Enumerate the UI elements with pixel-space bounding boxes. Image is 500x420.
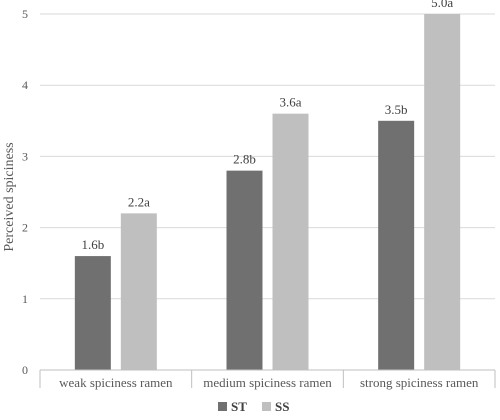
legend-label-ss: SS [275,399,289,414]
bar-ss-1 [272,113,309,371]
legend-swatch-ss [262,402,271,411]
x-category-label: strong spiciness ramen [360,375,479,390]
bar-st-2 [378,120,415,370]
bar-st-0 [74,256,111,370]
x-category-label: medium spiciness ramen [203,375,332,390]
x-category-label: weak spiciness ramen [59,375,173,390]
bar-ss-2 [424,14,461,370]
bar-ss-0 [120,213,157,370]
data-label-st-1: 2.8b [233,152,256,167]
legend-swatch-st [218,402,227,411]
data-label-st-0: 1.6b [81,237,104,252]
data-label-st-2: 3.5b [385,102,408,117]
axes: 0 1 2 3 4 5 weak spiciness ramen medium spicine… [22,7,496,390]
data-labels: 1.6b 2.2a 2.8b 3.6a 3.5b 5.0a [81,0,453,252]
y-tick-label: 0 [22,363,28,377]
bar-st-1 [226,170,263,370]
data-label-ss-1: 3.6a [279,95,301,110]
data-label-ss-2: 5.0a [431,0,453,10]
legend: ST SS [218,399,289,414]
y-tick-label: 2 [22,221,28,235]
bars [74,14,461,371]
y-tick-label: 1 [22,292,28,306]
gridlines [40,13,495,300]
data-label-ss-0: 2.2a [128,194,150,209]
y-axis-title: Perceived spiciness [2,142,17,251]
y-tick-label: 4 [22,78,28,92]
y-tick-label: 3 [22,149,28,163]
legend-label-st: ST [231,399,247,414]
y-tick-label: 5 [22,7,28,21]
